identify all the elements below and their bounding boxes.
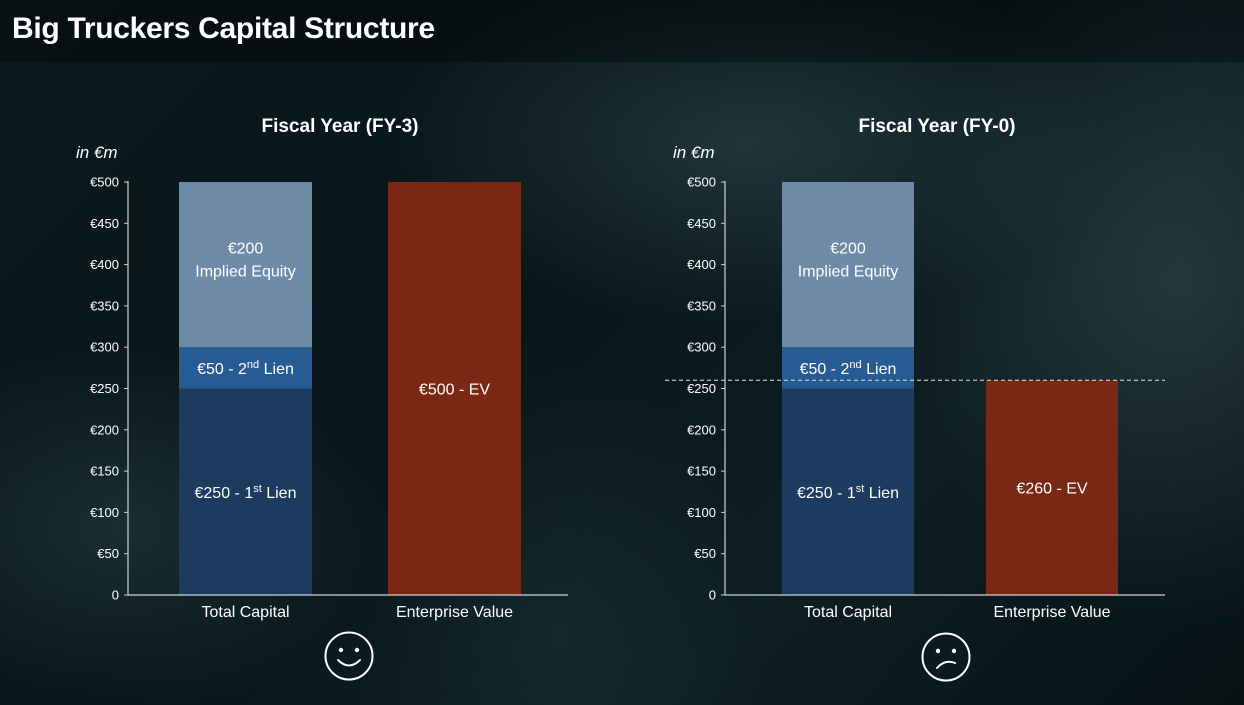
y-tick-label: 0 — [709, 588, 716, 603]
bar-data-label: €250 - 1st Lien — [195, 483, 297, 502]
bar-1st-lien — [179, 388, 312, 595]
y-tick-label: €500 — [687, 175, 716, 190]
bar-ev — [388, 182, 521, 595]
y-tick-label: €100 — [687, 505, 716, 520]
y-tick-label: €500 — [90, 175, 119, 190]
bar-label-part: €250 - 1 — [195, 485, 254, 502]
bar-label-part: st — [856, 483, 865, 495]
y-tick-label: €200 — [687, 422, 716, 437]
bar-data-label: €200 — [228, 241, 264, 258]
bar-label-part: Lien — [259, 361, 294, 378]
chart-title: Fiscal Year (FY-3) — [261, 116, 418, 137]
y-axis-unit-label: in €m — [673, 143, 715, 162]
bar-label-part: Lien — [262, 485, 297, 502]
y-tick-label: €350 — [90, 298, 119, 313]
bar-implied-equity — [179, 182, 312, 348]
bar-2nd-lien — [782, 347, 914, 389]
bar-data-label: €50 - 2nd Lien — [800, 359, 897, 378]
bar-ev — [986, 380, 1118, 595]
y-tick-label: €50 — [694, 546, 716, 561]
bar-label-part: Lien — [864, 485, 899, 502]
y-tick-label: €350 — [687, 298, 716, 313]
chart-fy3: Fiscal Year (FY-3) in €m 0 €50 €100 €150 €200 €… — [76, 116, 568, 621]
bar-data-label: €500 - EV — [419, 382, 490, 399]
bar-data-label: €260 - EV — [1016, 481, 1087, 498]
bar-data-label: Implied Equity — [195, 264, 296, 281]
y-tick-label: €250 — [90, 381, 119, 396]
bar-label-part: €50 - 2 — [197, 361, 247, 378]
x-category-label: Total Capital — [804, 604, 892, 621]
bar-label-part: €260 - EV — [1016, 481, 1087, 498]
y-tick-label: €250 — [687, 381, 716, 396]
y-tick-label: 0 — [112, 588, 119, 603]
bar-data-label: €50 - 2nd Lien — [197, 359, 294, 378]
bar-label-part: €500 - EV — [419, 382, 490, 399]
y-tick-label: €300 — [687, 340, 716, 355]
chart-title: Fiscal Year (FY-0) — [858, 116, 1015, 137]
bar-label-part: Lien — [862, 361, 897, 378]
x-category-label: Enterprise Value — [396, 604, 513, 621]
bar-data-label: €200 — [830, 241, 866, 258]
bar-2nd-lien — [179, 347, 312, 389]
bar-label-part: €50 - 2 — [800, 361, 850, 378]
page-title: Big Truckers Capital Structure — [12, 12, 435, 45]
happy-face-icon — [324, 631, 374, 681]
bar-1st-lien — [782, 388, 914, 595]
y-tick-label: €400 — [687, 257, 716, 272]
x-category-label: Total Capital — [201, 604, 289, 621]
y-tick-label: €150 — [687, 464, 716, 479]
y-tick-label: €450 — [90, 216, 119, 231]
y-axis-unit-label: in €m — [76, 143, 118, 162]
x-category-label: Enterprise Value — [993, 604, 1110, 621]
bar-label-part: st — [253, 483, 262, 495]
y-tick-label: €300 — [90, 340, 119, 355]
bar-data-label: Implied Equity — [798, 264, 899, 281]
sad-face-icon — [921, 632, 971, 682]
chart-fy0: Fiscal Year (FY-0) in €m 0 €50 €100 €150 €200 €… — [665, 116, 1165, 621]
y-tick-label: €100 — [90, 505, 119, 520]
bar-label-part: €250 - 1 — [797, 485, 856, 502]
bar-label-part: nd — [247, 359, 259, 371]
y-tick-label: €450 — [687, 216, 716, 231]
bar-data-label: €250 - 1st Lien — [797, 483, 899, 502]
bar-implied-equity — [782, 182, 914, 348]
bar-label-part: nd — [849, 359, 861, 371]
y-tick-label: €50 — [97, 546, 119, 561]
y-tick-label: €400 — [90, 257, 119, 272]
y-tick-label: €150 — [90, 464, 119, 479]
header-band — [0, 0, 1244, 62]
y-tick-label: €200 — [90, 422, 119, 437]
